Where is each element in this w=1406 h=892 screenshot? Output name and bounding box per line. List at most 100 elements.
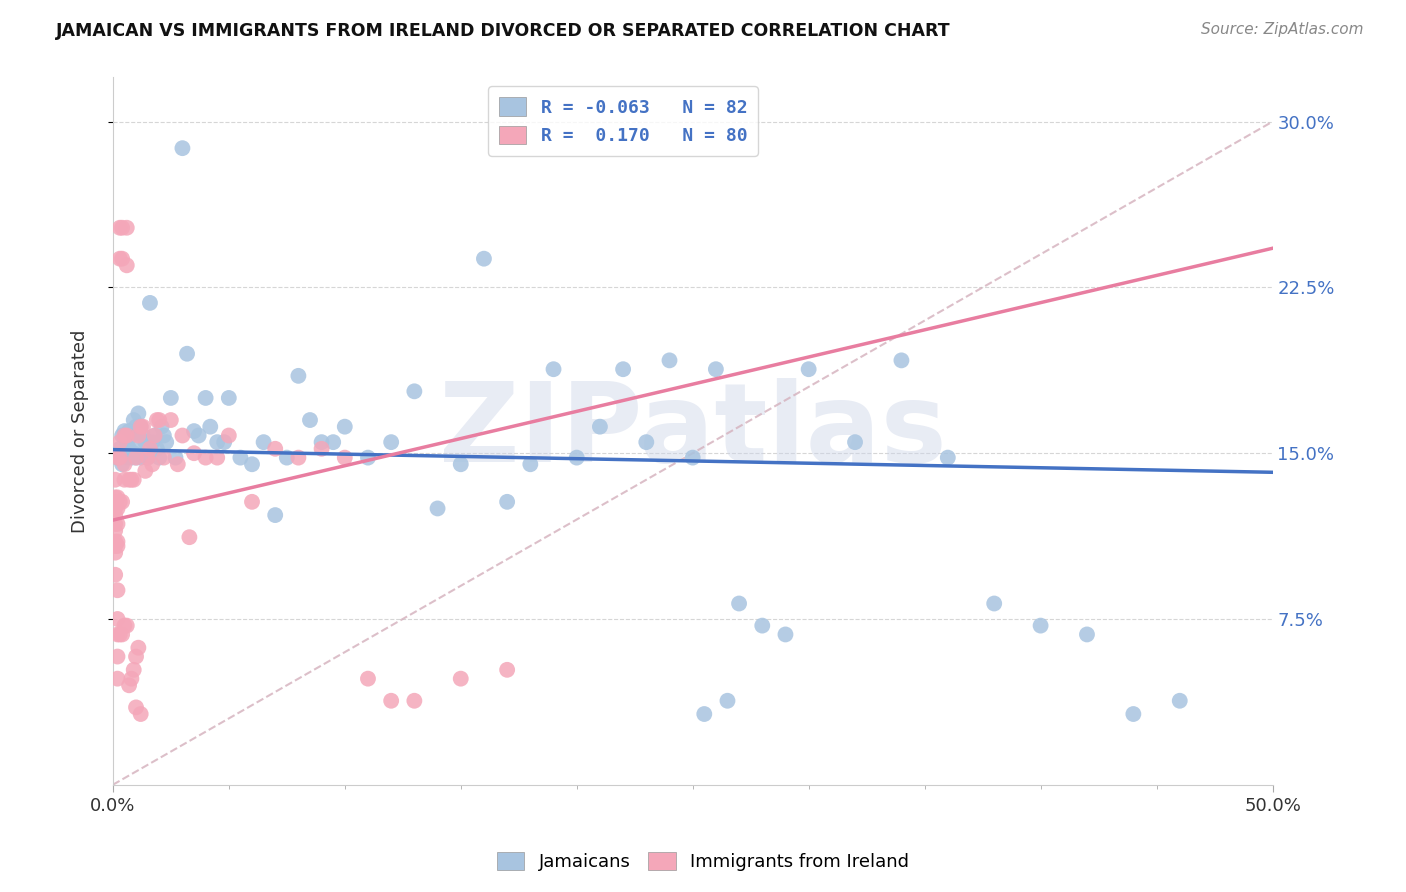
Point [426,501,449,516]
Point [333,450,356,465]
Point [890,353,912,368]
Point [496,663,519,677]
Point [636,435,658,450]
Point [728,597,751,611]
Point [125,700,148,714]
Point [380,694,402,708]
Point [118,473,141,487]
Point [179,530,201,544]
Point [107,539,129,553]
Point [264,442,287,456]
Point [104,534,127,549]
Point [114,428,136,442]
Text: ZIPatlas: ZIPatlas [439,377,946,484]
Point [172,428,194,442]
Point [229,450,252,465]
Point [404,384,426,399]
Point [148,450,170,465]
Point [122,413,145,427]
Point [115,428,138,442]
Point [111,457,134,471]
Point [108,627,131,641]
Point [104,546,127,560]
Point [333,419,356,434]
Point [120,450,142,465]
Point [682,450,704,465]
Point [132,419,155,434]
Point [298,413,321,427]
Point [716,694,738,708]
Point [160,413,183,427]
Point [107,516,129,531]
Point [107,627,129,641]
Point [107,450,129,465]
Point [200,419,222,434]
Point [134,464,156,478]
Point [125,450,148,465]
Point [150,419,173,434]
Point [194,391,217,405]
Point [183,446,205,460]
Point [127,640,149,655]
Point [127,435,149,450]
Point [146,442,169,456]
Point [612,362,634,376]
Point [240,457,263,471]
Point [108,442,131,456]
Point [108,450,131,465]
Point [844,435,866,450]
Point [111,252,134,266]
Point [114,446,136,460]
Point [194,450,217,465]
Point [1029,618,1052,632]
Point [172,141,194,155]
Point [127,428,149,442]
Point [240,495,263,509]
Point [104,491,127,505]
Point [136,450,159,465]
Point [129,450,152,465]
Point [311,435,333,450]
Point [104,516,127,531]
Point [108,495,131,509]
Point [153,428,176,442]
Point [107,583,129,598]
Point [107,649,129,664]
Point [1168,694,1191,708]
Point [165,450,187,465]
Point [1122,706,1144,721]
Point [136,450,159,465]
Point [166,457,188,471]
Point [122,473,145,487]
Point [120,428,142,442]
Point [125,450,148,465]
Point [1076,627,1098,641]
Point [146,413,169,427]
Point [450,457,472,471]
Point [104,508,127,522]
Point [127,406,149,420]
Point [108,435,131,450]
Point [139,296,162,310]
Point [264,508,287,522]
Text: Source: ZipAtlas.com: Source: ZipAtlas.com [1201,22,1364,37]
Point [118,678,141,692]
Point [658,353,681,368]
Point [143,428,166,442]
Point [311,442,333,456]
Text: JAMAICAN VS IMMIGRANTS FROM IRELAND DIVORCED OR SEPARATED CORRELATION CHART: JAMAICAN VS IMMIGRANTS FROM IRELAND DIVO… [56,22,950,40]
Point [322,435,344,450]
Point [160,391,183,405]
Point [543,362,565,376]
Point [155,435,177,450]
Point [212,435,235,450]
Point [104,501,127,516]
Point [404,694,426,708]
Point [187,428,209,442]
Point [357,672,380,686]
Point [107,534,129,549]
Point [129,706,152,721]
Point [104,567,127,582]
Point [125,419,148,434]
Point [565,450,588,465]
